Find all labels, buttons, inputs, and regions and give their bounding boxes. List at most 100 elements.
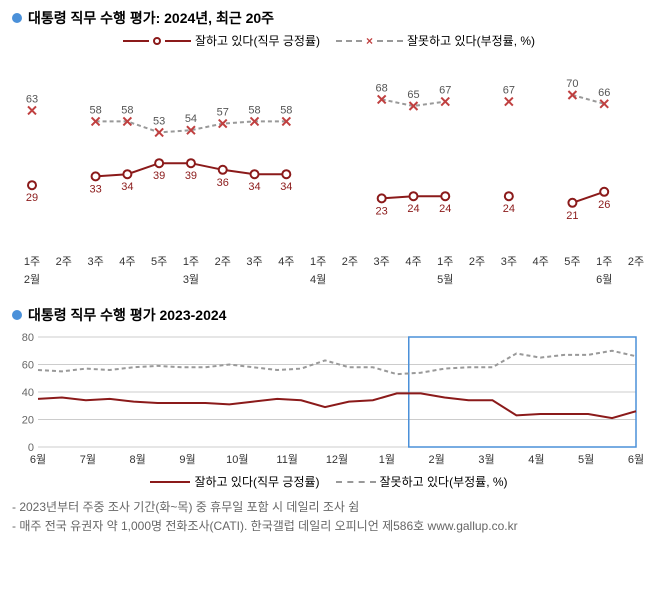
- chart2-plot: 0 20 40 60 80 6월 7월 8월 9월 10월 11월 12월 1월 2월 3월 4월 5월 6월: [12, 329, 646, 469]
- svg-text:4월: 4월: [310, 273, 326, 286]
- svg-text:3주: 3주: [501, 256, 517, 268]
- svg-text:3주: 3주: [374, 256, 390, 268]
- svg-text:1주: 1주: [596, 256, 612, 268]
- chart1-plot: 63 58 58 53 54 57 58 58 68 65 67 67 70 66 29 33 34 39 39 36…: [12, 53, 646, 293]
- svg-text:58: 58: [280, 104, 292, 116]
- svg-text:10월: 10월: [226, 453, 248, 466]
- svg-text:5주: 5주: [151, 256, 167, 268]
- svg-text:4월: 4월: [528, 453, 544, 466]
- svg-text:24: 24: [439, 203, 451, 215]
- svg-text:4주: 4주: [278, 256, 294, 268]
- svg-text:3주: 3주: [246, 256, 262, 268]
- svg-text:1주: 1주: [437, 256, 453, 268]
- svg-text:66: 66: [598, 87, 610, 99]
- svg-text:57: 57: [217, 107, 229, 119]
- svg-text:60: 60: [22, 360, 34, 372]
- legend-line-neg2: [377, 40, 403, 42]
- svg-text:2주: 2주: [56, 256, 72, 268]
- svg-text:3월: 3월: [183, 273, 199, 286]
- svg-text:33: 33: [89, 183, 101, 195]
- legend-line-pos: [150, 481, 190, 483]
- svg-text:2주: 2주: [215, 256, 231, 268]
- svg-text:1주: 1주: [310, 256, 326, 268]
- svg-text:2주: 2주: [469, 256, 485, 268]
- bullet-icon: [12, 310, 22, 320]
- svg-text:8월: 8월: [130, 453, 146, 466]
- legend-line-neg: [336, 481, 376, 483]
- svg-text:63: 63: [26, 93, 38, 105]
- chart2-title-text: 대통령 직무 수행 평가 2023-2024: [28, 305, 226, 325]
- svg-text:26: 26: [598, 199, 610, 211]
- svg-text:68: 68: [376, 82, 388, 94]
- chart2-title: 대통령 직무 수행 평가 2023-2024: [12, 305, 646, 325]
- svg-text:2월: 2월: [429, 453, 445, 466]
- svg-text:5월: 5월: [578, 453, 594, 466]
- legend2-pos-label: 잘하고 있다(직무 긍정률): [194, 473, 319, 490]
- legend-line-pos: [123, 40, 149, 42]
- legend2-negative: 잘못하고 있다(부정률, %): [336, 473, 508, 490]
- svg-text:34: 34: [248, 181, 260, 193]
- svg-text:6월: 6월: [628, 453, 644, 466]
- svg-text:58: 58: [121, 104, 133, 116]
- svg-text:53: 53: [153, 115, 165, 127]
- svg-text:1주: 1주: [183, 256, 199, 268]
- legend-pos-label: 잘하고 있다(직무 긍정률): [195, 32, 320, 49]
- x-icon: ×: [366, 34, 373, 48]
- svg-text:3주: 3주: [87, 256, 103, 268]
- legend-positive: 잘하고 있다(직무 긍정률): [123, 32, 320, 49]
- svg-text:54: 54: [185, 113, 197, 125]
- svg-text:20: 20: [22, 415, 34, 427]
- svg-text:6월: 6월: [596, 273, 612, 286]
- svg-text:4주: 4주: [119, 256, 135, 268]
- svg-text:24: 24: [503, 203, 515, 215]
- legend-negative: × 잘못하고 있다(부정률, %): [336, 32, 535, 49]
- legend2-neg-label: 잘못하고 있다(부정률, %): [380, 473, 508, 490]
- footnotes: - 2023년부터 주중 조사 기간(화~목) 중 휴무일 포함 시 데일리 조…: [12, 498, 646, 534]
- svg-text:39: 39: [185, 170, 197, 182]
- svg-text:2주: 2주: [628, 256, 644, 268]
- svg-text:39: 39: [153, 170, 165, 182]
- svg-text:6월: 6월: [30, 453, 46, 466]
- svg-text:65: 65: [407, 89, 419, 101]
- chart1-legend: 잘하고 있다(직무 긍정률) × 잘못하고 있다(부정률, %): [12, 32, 646, 49]
- svg-text:58: 58: [89, 104, 101, 116]
- svg-text:3월: 3월: [478, 453, 494, 466]
- svg-text:5월: 5월: [437, 273, 453, 286]
- footnote-2: - 매주 전국 유권자 약 1,000명 전화조사(CATI). 한국갤럽 데일…: [12, 517, 646, 534]
- svg-text:4주: 4주: [405, 256, 421, 268]
- bullet-icon: [12, 13, 22, 23]
- svg-text:12월: 12월: [326, 453, 348, 466]
- svg-text:34: 34: [280, 181, 292, 193]
- svg-text:24: 24: [407, 203, 419, 215]
- svg-text:67: 67: [439, 85, 451, 97]
- svg-text:29: 29: [26, 192, 38, 204]
- svg-text:1월: 1월: [379, 453, 395, 466]
- legend-line-neg: [336, 40, 362, 42]
- svg-text:21: 21: [566, 210, 578, 222]
- svg-text:34: 34: [121, 181, 133, 193]
- svg-text:7월: 7월: [80, 453, 96, 466]
- svg-text:40: 40: [22, 387, 34, 399]
- svg-text:2주: 2주: [342, 256, 358, 268]
- svg-text:11월: 11월: [276, 453, 298, 466]
- svg-text:9월: 9월: [179, 453, 195, 466]
- svg-text:0: 0: [28, 442, 34, 454]
- circle-icon: [153, 37, 161, 45]
- legend-neg-label: 잘못하고 있다(부정률, %): [407, 32, 535, 49]
- footnote-1: - 2023년부터 주중 조사 기간(화~목) 중 휴무일 포함 시 데일리 조…: [12, 498, 646, 515]
- svg-text:5주: 5주: [564, 256, 580, 268]
- svg-text:4주: 4주: [533, 256, 549, 268]
- svg-text:67: 67: [503, 85, 515, 97]
- svg-text:1주: 1주: [24, 256, 40, 268]
- svg-text:23: 23: [376, 205, 388, 217]
- svg-text:58: 58: [248, 104, 260, 116]
- legend2-positive: 잘하고 있다(직무 긍정률): [150, 473, 319, 490]
- svg-text:70: 70: [566, 78, 578, 90]
- svg-text:36: 36: [217, 177, 229, 189]
- chart2-legend: 잘하고 있다(직무 긍정률) 잘못하고 있다(부정률, %): [12, 473, 646, 490]
- chart1-title-text: 대통령 직무 수행 평가: 2024년, 최근 20주: [28, 8, 274, 28]
- svg-text:2월: 2월: [24, 273, 40, 286]
- chart1-title: 대통령 직무 수행 평가: 2024년, 최근 20주: [12, 8, 646, 28]
- svg-text:80: 80: [22, 332, 34, 344]
- legend-line-pos2: [165, 40, 191, 42]
